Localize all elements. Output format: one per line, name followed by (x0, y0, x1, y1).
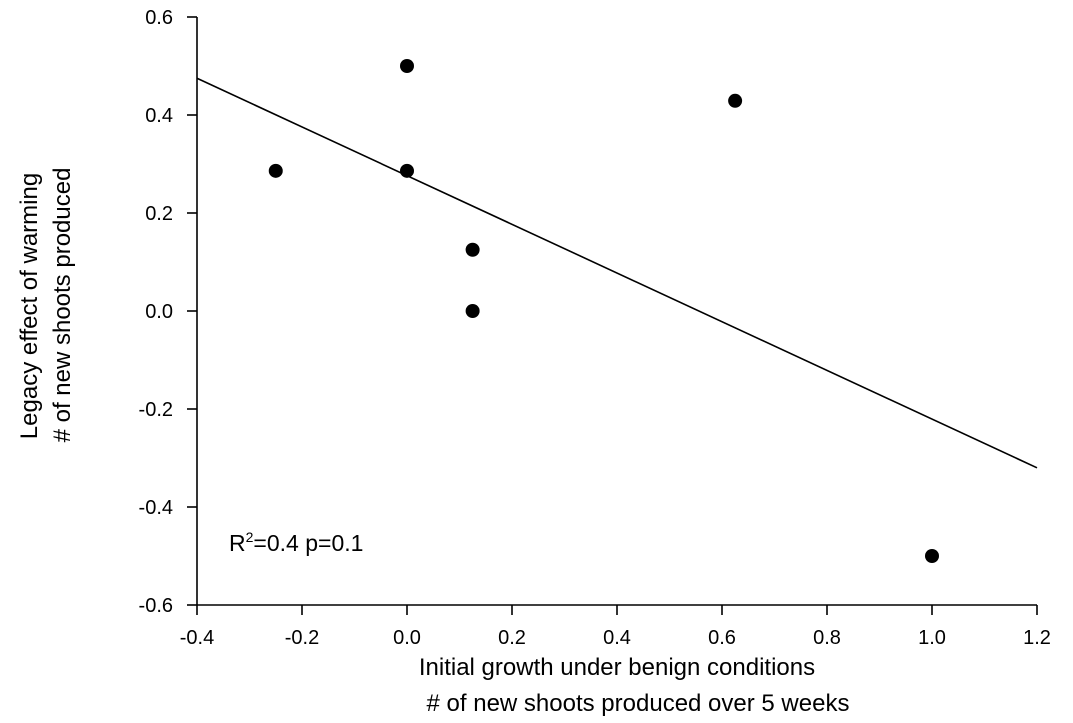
x-tick-label: 0.0 (393, 627, 421, 649)
y-axis-title-line-2: # of new shoots produced (49, 168, 76, 443)
y-tick-label: 0.0 (145, 301, 173, 323)
x-tick-label: 0.2 (498, 627, 526, 649)
x-axis-ticks: -0.4 -0.2 0.0 0.2 0.4 0.6 0.8 1.0 1.2 (180, 605, 1051, 649)
y-tick-label: -0.6 (139, 595, 173, 617)
fit-statistics-values: =0.4 p=0.1 (253, 530, 363, 556)
data-point (400, 163, 414, 178)
data-point (400, 59, 414, 73)
data-point (728, 93, 743, 108)
y-axis-ticks: -0.6 -0.4 -0.2 0.0 0.2 0.4 0.6 (139, 7, 197, 617)
y-tick-label: -0.4 (139, 497, 173, 519)
axes (196, 17, 1037, 606)
regression-line-group (196, 77, 1038, 469)
x-tick-label: -0.4 (180, 627, 214, 649)
x-tick-label: 1.2 (1023, 627, 1051, 649)
y-tick-label: 0.2 (145, 203, 173, 225)
data-point (925, 549, 939, 563)
regression-line (196, 77, 1038, 469)
r-label: R (229, 530, 246, 556)
x-axis-title-line-1: Initial growth under benign conditions (419, 654, 815, 681)
x-axis-title-line-2: # of new shoots produced over 5 weeks (427, 690, 850, 717)
r-superscript: 2 (246, 529, 254, 545)
x-tick-label: 0.4 (603, 627, 631, 649)
data-points (268, 59, 939, 563)
x-tick-label: 0.6 (708, 627, 736, 649)
data-point (268, 163, 283, 178)
data-point (465, 304, 480, 318)
y-tick-label: 0.4 (145, 105, 173, 127)
y-tick-label: 0.6 (145, 7, 173, 29)
data-point (465, 242, 480, 257)
fit-statistics-annotation: R2=0.4 p=0.1 (229, 529, 363, 556)
x-tick-label: 0.8 (813, 627, 841, 649)
x-tick-label: 1.0 (918, 627, 946, 649)
x-tick-label: -0.2 (285, 627, 319, 649)
y-axis-title-line-1: Legacy effect of warming (16, 173, 43, 439)
y-tick-label: -0.2 (139, 399, 173, 421)
